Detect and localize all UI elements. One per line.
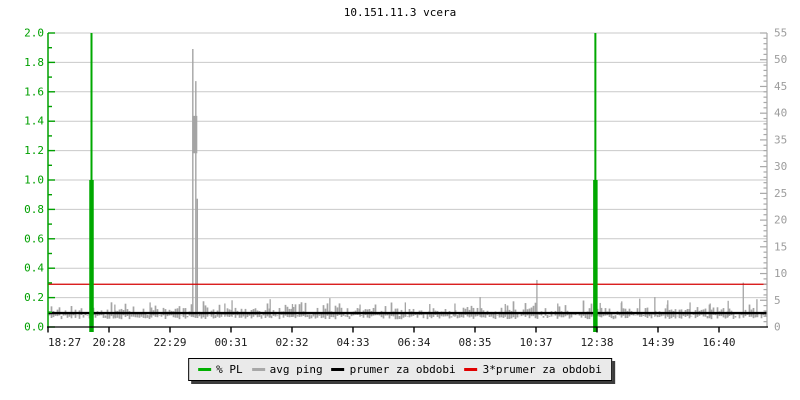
svg-text:1.4: 1.4 (24, 115, 44, 128)
legend-swatch (464, 368, 478, 371)
svg-text:2.0: 2.0 (24, 27, 44, 40)
legend-swatch (198, 368, 212, 371)
legend-item--pl: % PL (198, 363, 243, 376)
svg-text:55: 55 (774, 27, 787, 40)
legend-swatch (331, 368, 345, 371)
gridlines (48, 32, 767, 299)
legend-swatch (251, 368, 265, 371)
legend-item-avg-ping: avg ping (251, 363, 323, 376)
svg-text:50: 50 (774, 53, 787, 66)
svg-text:0.6: 0.6 (24, 232, 44, 245)
right-axis: 0 5 10 15 20 25 30 35 40 45 50 55 (760, 27, 787, 334)
svg-text:25: 25 (774, 187, 787, 200)
svg-text:0: 0 (774, 321, 781, 334)
series-avg-ping-cluster (192, 49, 199, 317)
legend-label: prumer za obdobi (349, 363, 456, 376)
legend-item-prumer-za-obdobi: prumer za obdobi (331, 363, 456, 376)
x-tick-label: 04:33 (336, 336, 369, 349)
x-axis: 18:27 20:28 22:29 00:31 02:32 04:33 06:34 08:35… (47, 326, 768, 349)
x-tick-label: 16:40 (702, 336, 735, 349)
legend-label: 3*prumer za obdobi (482, 363, 602, 376)
svg-text:1.8: 1.8 (24, 56, 44, 69)
chart-title: 10.151.11.3 vcera (343, 6, 457, 19)
x-tick-label: 18:27 (48, 336, 81, 349)
x-tick-label: 22:29 (153, 336, 186, 349)
svg-text:45: 45 (774, 80, 787, 93)
ping-loss-chart: 0.0 0.2 0.4 0.6 0.8 1.0 1.2 1.4 1.6 1.8 2.0 0 5 10 15 2… (24, 27, 787, 350)
svg-text:5: 5 (774, 294, 781, 307)
svg-text:1.0: 1.0 (24, 174, 44, 187)
svg-text:15: 15 (774, 240, 787, 253)
svg-text:10: 10 (774, 267, 787, 280)
legend: % PL avg ping prumer za obdobi 3*prumer za … (188, 358, 612, 381)
svg-text:35: 35 (774, 133, 787, 146)
legend-label: avg ping (269, 363, 323, 376)
legend-item-3-prumer-za-obdobi: 3*prumer za obdobi (464, 363, 602, 376)
x-tick-label: 20:28 (92, 336, 125, 349)
x-tick-label: 06:34 (397, 336, 430, 349)
svg-text:1.6: 1.6 (24, 85, 44, 98)
x-tick-label: 02:32 (275, 336, 308, 349)
legend-label: % PL (216, 363, 243, 376)
svg-text:20: 20 (774, 214, 787, 227)
svg-text:0.8: 0.8 (24, 203, 44, 216)
svg-text:0.0: 0.0 (24, 321, 44, 334)
svg-text:0.4: 0.4 (24, 262, 44, 275)
svg-text:40: 40 (774, 107, 787, 120)
x-tick-label: 10:37 (519, 336, 552, 349)
left-axis: 0.0 0.2 0.4 0.6 0.8 1.0 1.2 1.4 1.6 1.8 2.0 (24, 27, 55, 334)
svg-text:0.2: 0.2 (24, 291, 44, 304)
x-tick-label: 14:39 (641, 336, 674, 349)
svg-text:1.2: 1.2 (24, 144, 44, 157)
series-avg-ping-noise (48, 300, 767, 320)
x-tick-label: 00:31 (214, 336, 247, 349)
series-pct-pl (89, 33, 598, 332)
x-tick-label: 08:35 (458, 336, 491, 349)
svg-text:30: 30 (774, 160, 787, 173)
x-tick-label: 12:38 (580, 336, 613, 349)
